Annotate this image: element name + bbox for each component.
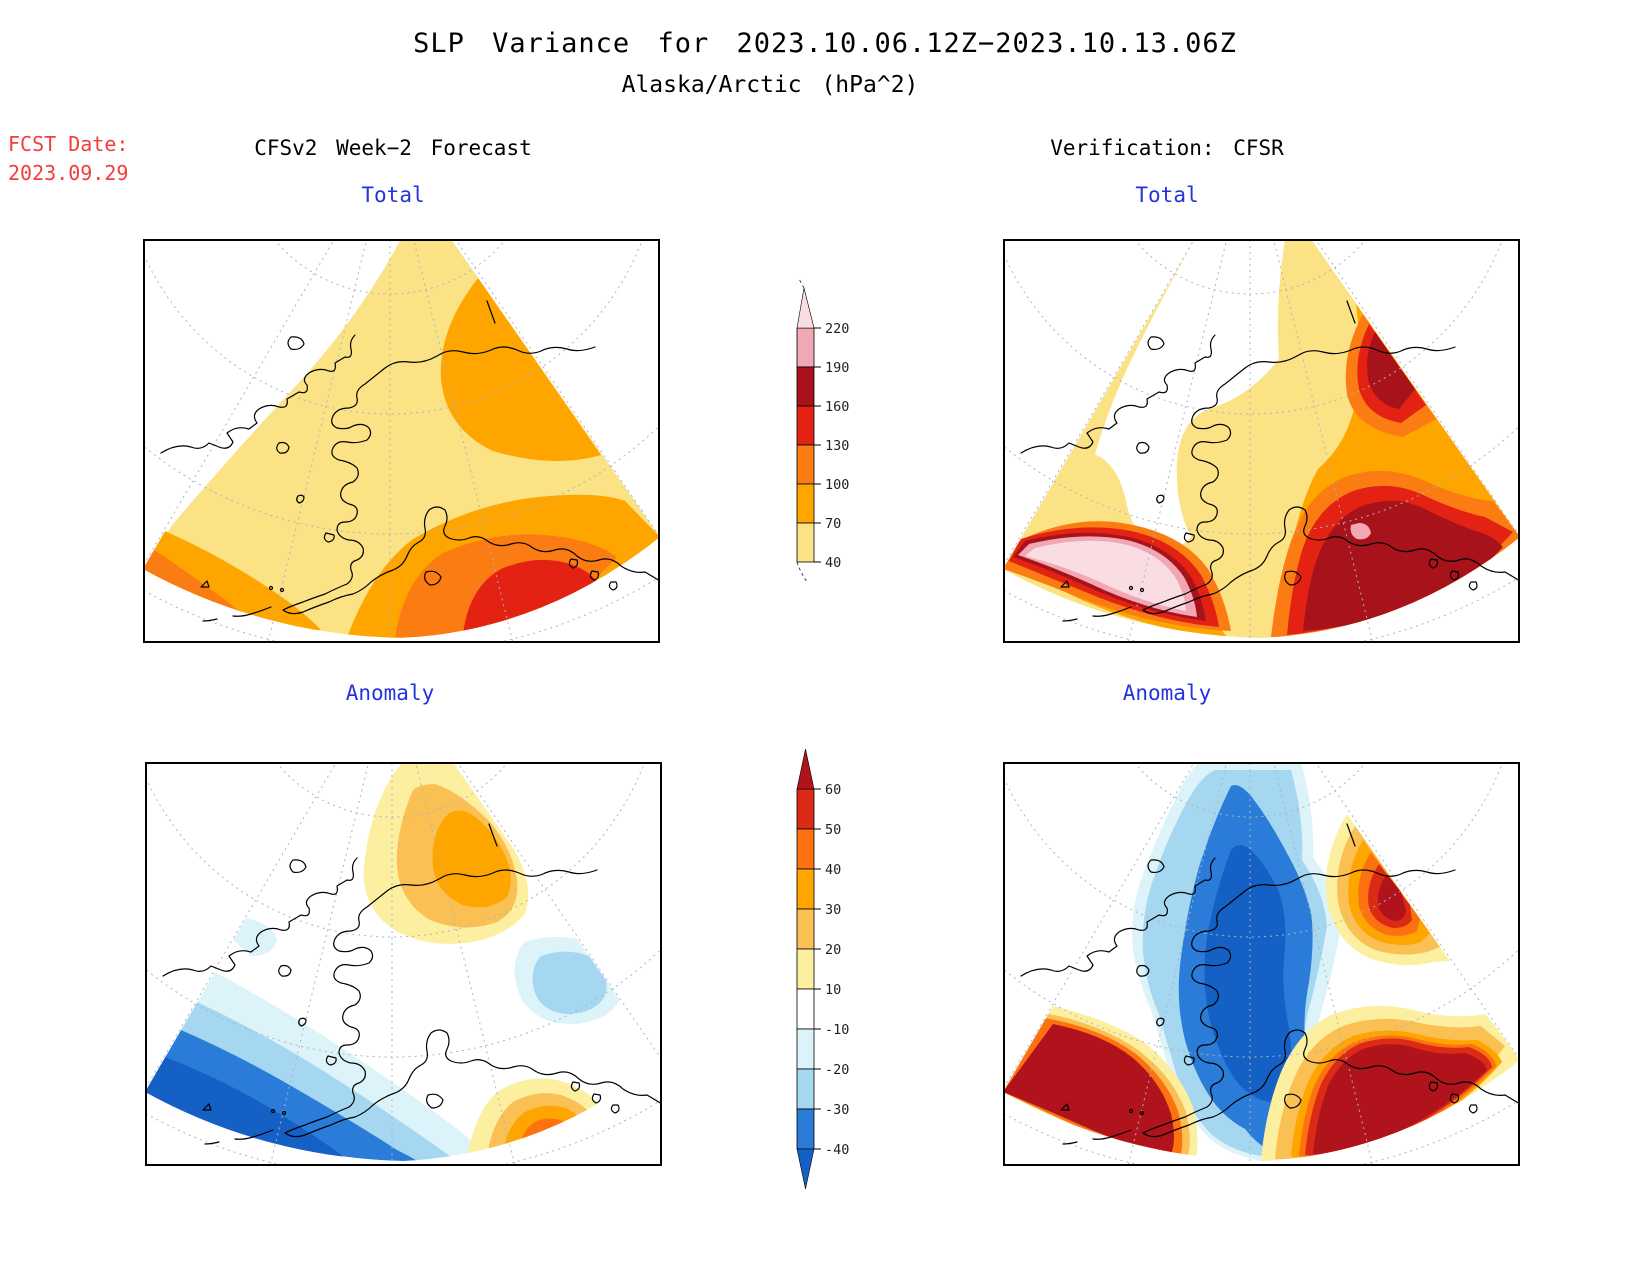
colorbar-tick-label: 30 xyxy=(825,902,841,918)
colorbar-segment xyxy=(796,483,815,524)
colorbar-tick-label: 40 xyxy=(825,555,841,571)
colorbar-tick-label: 60 xyxy=(825,782,841,798)
map-verification-anomaly xyxy=(1003,762,1520,1166)
colorbar-tick-label: 190 xyxy=(825,360,849,376)
colorbar-tick-label: 130 xyxy=(825,438,849,454)
column-header-forecast: CFSv2 Week−2 Forecast xyxy=(254,136,532,160)
colorbar-dash-top xyxy=(798,278,805,289)
colorbar-segment xyxy=(796,948,815,990)
contour-fills-verification-total xyxy=(1003,239,1520,638)
colorbar-under-arrow xyxy=(796,1148,815,1190)
colorbar-segment xyxy=(796,1108,815,1150)
page-subtitle: Alaska/Arctic (hPa^2) xyxy=(621,72,919,98)
contour-fills-verification-anomaly xyxy=(1003,762,1520,1161)
panel-label-forecast-anomaly: Anomaly xyxy=(345,681,435,705)
total-colorbar: 220 190 160 130 100 70 40 xyxy=(796,278,849,584)
colorbar-segment xyxy=(796,522,815,563)
map-verification-total xyxy=(1003,239,1520,643)
contour-fills-forecast-total xyxy=(143,239,660,638)
panel-label-verification-total: Total xyxy=(1135,183,1199,207)
colorbar-tick-label: -30 xyxy=(825,1102,849,1118)
colorbar-segment xyxy=(796,1028,815,1070)
colorbar-segment xyxy=(796,327,815,368)
colorbar-over-arrow xyxy=(796,748,815,790)
colorbar-tick-label: 220 xyxy=(825,321,849,337)
page-title: SLP Variance for 2023.10.06.12Z−2023.10.… xyxy=(413,28,1237,59)
panel-label-forecast-total: Total xyxy=(361,183,425,207)
colorbar-segment xyxy=(796,788,815,830)
colorbar-tick-label: 10 xyxy=(825,982,841,998)
column-header-verification: Verification: CFSR xyxy=(1050,136,1284,160)
colorbar-tick-label: 40 xyxy=(825,862,841,878)
colorbar-segment xyxy=(796,1068,815,1110)
anomaly-colorbar: 60 50 40 30 20 10 -10 -20 -30 -40 xyxy=(796,748,849,1190)
colorbar-tick-label: 100 xyxy=(825,477,849,493)
colorbar-over-arrow xyxy=(796,287,815,329)
panel-label-verification-anomaly: Anomaly xyxy=(1122,681,1212,705)
colorbar-segment xyxy=(796,405,815,446)
colorbar-tick-label: 160 xyxy=(825,399,849,415)
map-forecast-anomaly xyxy=(145,762,662,1166)
colorbar-tick-label: -40 xyxy=(825,1142,849,1158)
forecast-date-annotation: FCST Date: 2023.09.29 xyxy=(8,130,128,188)
colorbar-tick-label: -10 xyxy=(825,1022,849,1038)
forecast-date-value: 2023.09.29 xyxy=(8,161,129,185)
colorbar-tick-label: 20 xyxy=(825,942,841,958)
colorbar-segment xyxy=(796,988,815,1030)
colorbar-segment xyxy=(796,828,815,870)
colorbar-tick-label: -20 xyxy=(825,1062,849,1078)
forecast-date-label: FCST Date: xyxy=(8,132,129,156)
map-forecast-total xyxy=(143,239,660,643)
colorbar-segment xyxy=(796,366,815,407)
colorbar-tick-label: 50 xyxy=(825,822,841,838)
colorbar-segment xyxy=(796,868,815,910)
colorbar-dash-bottom xyxy=(796,561,809,584)
colorbar-segment xyxy=(796,444,815,485)
colorbar-segment xyxy=(796,908,815,950)
contour-fills-forecast-anomaly xyxy=(145,762,662,1161)
colorbar-tick-label: 70 xyxy=(825,516,841,532)
